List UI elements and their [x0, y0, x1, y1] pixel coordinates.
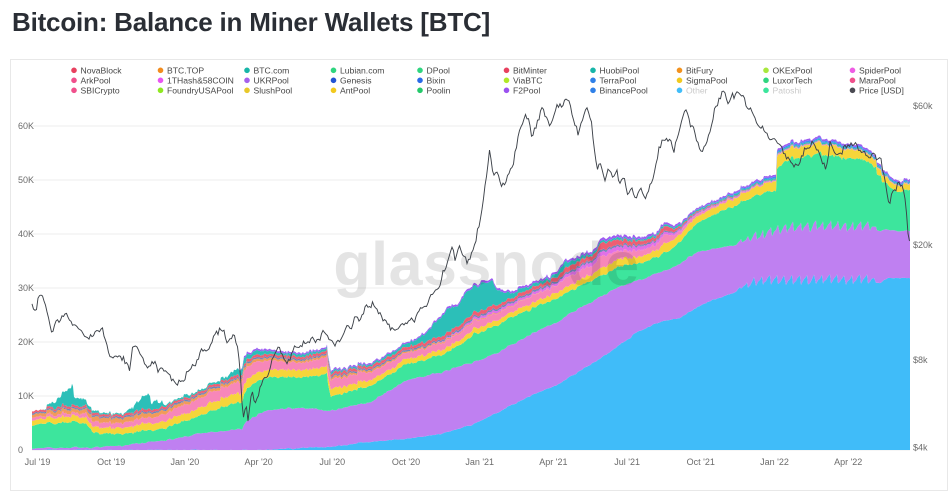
svg-text:0: 0 [18, 445, 23, 455]
svg-text:Jan '21: Jan '21 [465, 457, 494, 467]
svg-text:Patoshi: Patoshi [773, 86, 802, 96]
svg-text:$60k: $60k [913, 101, 933, 111]
svg-text:UKRPool: UKRPool [254, 76, 289, 86]
svg-text:TerraPool: TerraPool [600, 76, 637, 86]
svg-text:DPool: DPool [427, 66, 450, 76]
svg-text:SpiderPool: SpiderPool [859, 66, 901, 76]
svg-text:AntPool: AntPool [340, 86, 370, 96]
svg-text:FoundryUSAPool: FoundryUSAPool [167, 86, 233, 96]
svg-text:LuxorTech: LuxorTech [773, 76, 813, 86]
svg-text:$8k: $8k [913, 355, 928, 365]
svg-text:OKExPool: OKExPool [773, 66, 813, 76]
svg-text:Oct '19: Oct '19 [97, 457, 125, 467]
svg-text:BitMinter: BitMinter [513, 66, 547, 76]
svg-text:50K: 50K [18, 175, 34, 185]
svg-text:Genesis: Genesis [340, 76, 372, 86]
svg-text:SlushPool: SlushPool [254, 86, 293, 96]
svg-text:Jan '20: Jan '20 [171, 457, 200, 467]
svg-text:Jul '21: Jul '21 [614, 457, 640, 467]
svg-text:1THash&58COIN: 1THash&58COIN [167, 76, 234, 86]
svg-text:60K: 60K [18, 121, 34, 131]
svg-text:Bitcoin: Balance in Miner Wall: Bitcoin: Balance in Miner Wallets [BTC] [12, 7, 490, 37]
svg-text:Oct '20: Oct '20 [392, 457, 420, 467]
svg-text:BTC.com: BTC.com [254, 66, 290, 76]
svg-text:40K: 40K [18, 229, 34, 239]
svg-text:Apr '20: Apr '20 [244, 457, 272, 467]
svg-text:Jan '22: Jan '22 [760, 457, 789, 467]
svg-text:Jul '19: Jul '19 [25, 457, 51, 467]
svg-text:BitFury: BitFury [686, 66, 714, 76]
svg-text:30K: 30K [18, 283, 34, 293]
svg-text:ViaBTC: ViaBTC [513, 76, 542, 86]
svg-text:Apr '21: Apr '21 [539, 457, 567, 467]
svg-text:$4k: $4k [913, 443, 928, 453]
svg-text:HuobiPool: HuobiPool [600, 66, 640, 76]
svg-text:NovaBlock: NovaBlock [81, 66, 123, 76]
svg-text:MaraPool: MaraPool [859, 76, 896, 86]
svg-text:Lubian.com: Lubian.com [340, 66, 384, 76]
svg-text:SBICrypto: SBICrypto [81, 86, 120, 96]
svg-text:Jul '20: Jul '20 [319, 457, 345, 467]
svg-text:$20k: $20k [913, 240, 933, 250]
svg-text:Poolin: Poolin [427, 86, 451, 96]
svg-text:SigmaPool: SigmaPool [686, 76, 728, 86]
svg-text:Oct '21: Oct '21 [687, 457, 715, 467]
svg-text:ArkPool: ArkPool [81, 76, 111, 86]
svg-text:F2Pool: F2Pool [513, 86, 540, 96]
svg-text:20K: 20K [18, 337, 34, 347]
svg-text:10K: 10K [18, 391, 34, 401]
svg-text:glassnode: glassnode [333, 230, 639, 298]
svg-text:Apr '22: Apr '22 [834, 457, 862, 467]
svg-text:Other: Other [686, 86, 708, 96]
svg-text:Price [USD]: Price [USD] [859, 86, 904, 96]
svg-text:BTC.TOP: BTC.TOP [167, 66, 204, 76]
svg-text:BinancePool: BinancePool [600, 86, 648, 96]
svg-text:Bixin: Bixin [427, 76, 446, 86]
